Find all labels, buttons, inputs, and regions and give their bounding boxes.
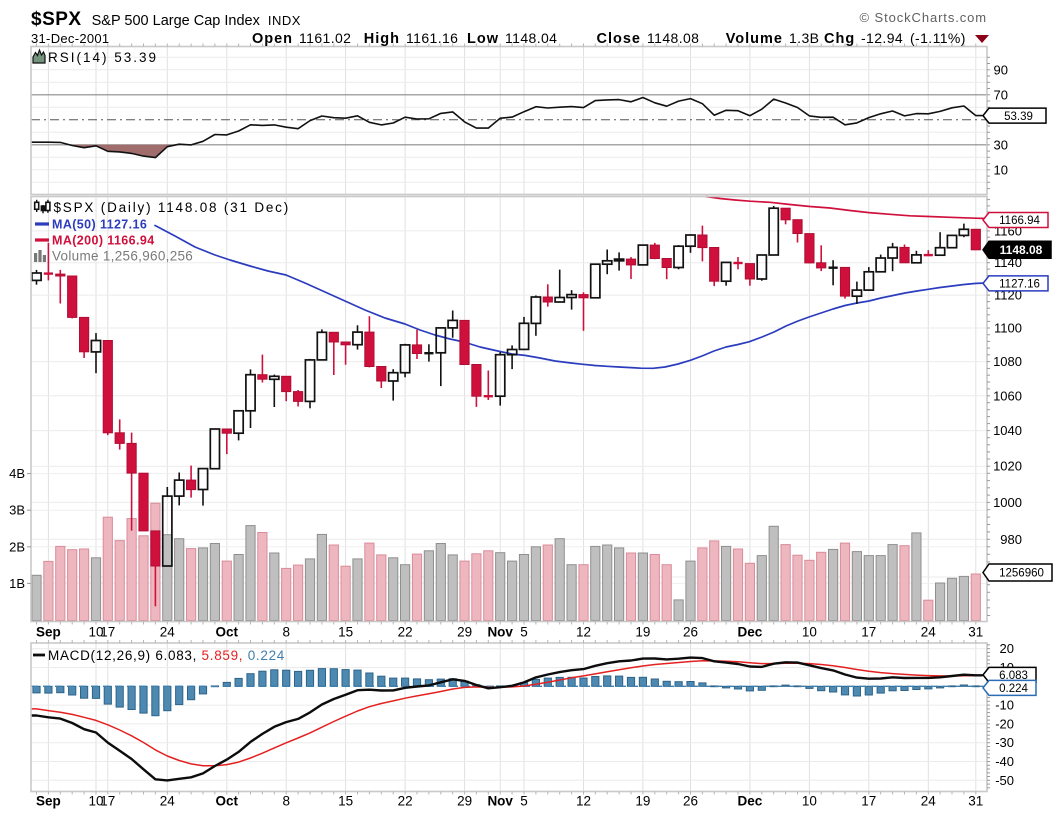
svg-text:Low: Low xyxy=(467,31,499,47)
svg-text:(-1.11%): (-1.11%) xyxy=(910,30,966,46)
svg-text:12: 12 xyxy=(576,794,591,809)
svg-text:1166.94: 1166.94 xyxy=(999,215,1040,227)
svg-text:Oct: Oct xyxy=(216,794,239,809)
svg-text:30: 30 xyxy=(994,137,1008,152)
svg-text:1100: 1100 xyxy=(994,321,1022,336)
svg-text:980: 980 xyxy=(1000,532,1022,547)
svg-text:$SPX (Daily) 1148.08 (31 Dec): $SPX (Daily) 1148.08 (31 Dec) xyxy=(54,200,291,215)
svg-text:29: 29 xyxy=(457,625,472,640)
svg-text:Sep: Sep xyxy=(36,625,61,640)
svg-text:1020: 1020 xyxy=(993,459,1022,474)
svg-text:22: 22 xyxy=(398,794,413,809)
svg-text:22: 22 xyxy=(398,625,413,640)
svg-text:1000: 1000 xyxy=(993,495,1022,510)
svg-text:24: 24 xyxy=(160,794,176,809)
svg-text:26: 26 xyxy=(683,625,698,640)
svg-text:6.083: 6.083 xyxy=(999,670,1028,682)
svg-text:Dec: Dec xyxy=(738,625,763,640)
svg-text:-30: -30 xyxy=(995,735,1014,750)
svg-text:MA(200) 1166.94: MA(200) 1166.94 xyxy=(52,234,155,248)
svg-text:24: 24 xyxy=(921,794,937,809)
svg-text:Nov: Nov xyxy=(487,794,513,809)
svg-text:5: 5 xyxy=(520,625,528,640)
svg-text:1040: 1040 xyxy=(993,423,1022,438)
svg-text:15: 15 xyxy=(338,794,353,809)
svg-text:17: 17 xyxy=(100,625,115,640)
svg-text:2B: 2B xyxy=(9,539,25,554)
svg-text:8: 8 xyxy=(282,625,290,640)
svg-text:MACD(12,26,9) 6.083, 5.859, 0.: MACD(12,26,9) 6.083, 5.859, 0.224 xyxy=(48,648,285,663)
svg-text:4B: 4B xyxy=(9,466,25,481)
svg-text:10: 10 xyxy=(802,625,817,640)
svg-text:Oct: Oct xyxy=(216,625,239,640)
svg-text:Sep: Sep xyxy=(36,794,61,809)
svg-text:26: 26 xyxy=(683,794,698,809)
svg-text:-50: -50 xyxy=(995,773,1014,788)
svg-text:1161.16: 1161.16 xyxy=(406,30,458,46)
svg-text:8: 8 xyxy=(282,794,290,809)
svg-text:15: 15 xyxy=(338,625,353,640)
svg-text:MA(50) 1127.16: MA(50) 1127.16 xyxy=(52,218,147,232)
svg-text:1148.08: 1148.08 xyxy=(1000,243,1043,257)
svg-text:31: 31 xyxy=(968,794,983,809)
svg-text:Open: Open xyxy=(252,31,293,47)
svg-text:17: 17 xyxy=(100,794,115,809)
svg-text:© StockCharts.com: © StockCharts.com xyxy=(860,10,987,25)
svg-text:10: 10 xyxy=(802,794,817,809)
svg-text:1B: 1B xyxy=(9,576,25,591)
svg-text:70: 70 xyxy=(994,87,1008,102)
svg-text:-20: -20 xyxy=(995,716,1014,731)
svg-text:90: 90 xyxy=(994,62,1008,77)
svg-text:53.39: 53.39 xyxy=(1004,111,1033,123)
svg-text:5: 5 xyxy=(520,794,528,809)
svg-text:1148.04: 1148.04 xyxy=(505,30,557,46)
svg-text:1148.08: 1148.08 xyxy=(647,30,699,46)
svg-text:3B: 3B xyxy=(9,503,25,518)
svg-text:24: 24 xyxy=(921,625,937,640)
svg-text:1127.16: 1127.16 xyxy=(999,279,1040,291)
svg-text:31: 31 xyxy=(968,625,983,640)
svg-text:10: 10 xyxy=(88,794,103,809)
svg-text:17: 17 xyxy=(861,625,876,640)
svg-text:Close: Close xyxy=(597,31,642,47)
svg-text:Volume 1,256,960,256: Volume 1,256,960,256 xyxy=(52,249,193,264)
svg-text:-10: -10 xyxy=(995,698,1014,713)
svg-text:17: 17 xyxy=(861,794,876,809)
svg-text:0.224: 0.224 xyxy=(999,683,1028,695)
svg-text:-40: -40 xyxy=(995,754,1014,769)
svg-text:Nov: Nov xyxy=(487,625,513,640)
svg-text:29: 29 xyxy=(457,794,472,809)
svg-text:19: 19 xyxy=(635,794,650,809)
svg-text:20: 20 xyxy=(1000,641,1014,656)
svg-text:1.3B: 1.3B xyxy=(789,30,819,46)
svg-text:12: 12 xyxy=(576,625,591,640)
svg-text:Chg: Chg xyxy=(824,31,855,47)
svg-text:Dec: Dec xyxy=(738,794,763,809)
svg-text:Volume: Volume xyxy=(726,31,783,47)
svg-text:RSI(14) 53.39: RSI(14) 53.39 xyxy=(48,50,158,65)
svg-text:19: 19 xyxy=(635,625,650,640)
svg-text:1256960: 1256960 xyxy=(999,568,1044,580)
svg-text:1161.02: 1161.02 xyxy=(299,30,351,46)
svg-text:24: 24 xyxy=(160,625,176,640)
svg-text:31-Dec-2001: 31-Dec-2001 xyxy=(31,31,109,46)
svg-text:-12.94: -12.94 xyxy=(861,30,903,46)
svg-text:1060: 1060 xyxy=(993,388,1022,403)
svg-text:1080: 1080 xyxy=(993,354,1022,369)
svg-text:High: High xyxy=(364,31,400,47)
svg-text:10: 10 xyxy=(994,162,1008,177)
svg-text:10: 10 xyxy=(88,625,103,640)
